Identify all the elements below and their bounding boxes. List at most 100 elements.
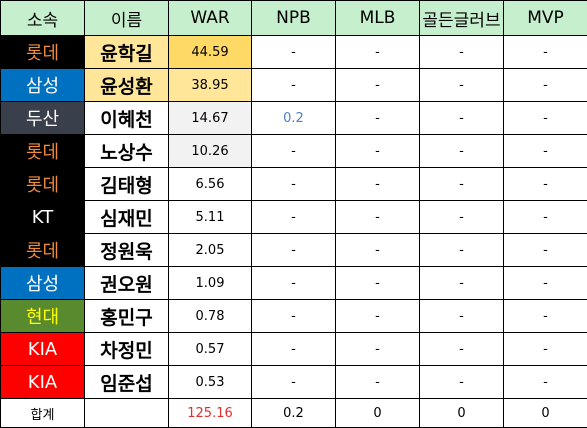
war-cell[interactable]: 0.78 — [169, 300, 252, 333]
war-cell[interactable]: 44.59 — [169, 36, 252, 69]
golden-glove-cell[interactable]: - — [420, 168, 504, 201]
header-mvp[interactable]: MVP — [504, 1, 587, 36]
mlb-cell[interactable]: - — [336, 234, 420, 267]
golden-glove-cell[interactable]: - — [420, 102, 504, 135]
golden-glove-cell[interactable]: - — [420, 69, 504, 102]
team-cell[interactable]: 삼성 — [1, 69, 85, 102]
mlb-cell[interactable]: - — [336, 36, 420, 69]
player-name-cell[interactable]: 권오원 — [85, 267, 169, 300]
mlb-cell[interactable]: - — [336, 366, 420, 399]
total-row: 합계 125.16 0.2 0 0 0 — [1, 399, 587, 428]
mvp-cell[interactable]: - — [504, 300, 587, 333]
mvp-cell[interactable]: - — [504, 201, 587, 234]
header-war[interactable]: WAR — [169, 1, 252, 36]
team-cell[interactable]: KIA — [1, 366, 85, 399]
npb-cell[interactable]: 0.2 — [252, 102, 336, 135]
war-cell[interactable]: 10.26 — [169, 135, 252, 168]
golden-glove-cell[interactable]: - — [420, 234, 504, 267]
header-name[interactable]: 이름 — [85, 1, 169, 36]
mvp-cell[interactable]: - — [504, 135, 587, 168]
player-name-cell[interactable]: 윤성환 — [85, 69, 169, 102]
golden-glove-cell[interactable]: - — [420, 201, 504, 234]
total-label[interactable]: 합계 — [1, 399, 85, 428]
mvp-cell[interactable]: - — [504, 267, 587, 300]
total-mvp[interactable]: 0 — [504, 399, 587, 428]
total-npb[interactable]: 0.2 — [252, 399, 336, 428]
player-name-cell[interactable]: 심재민 — [85, 201, 169, 234]
team-cell[interactable]: 현대 — [1, 300, 85, 333]
player-name-cell[interactable]: 김태형 — [85, 168, 169, 201]
golden-glove-cell[interactable]: - — [420, 135, 504, 168]
mlb-cell[interactable]: - — [336, 267, 420, 300]
team-cell[interactable]: 롯데 — [1, 135, 85, 168]
header-team[interactable]: 소속 — [1, 1, 85, 36]
mlb-cell[interactable]: - — [336, 135, 420, 168]
npb-cell[interactable]: - — [252, 201, 336, 234]
golden-glove-cell[interactable]: - — [420, 300, 504, 333]
team-cell[interactable]: KIA — [1, 333, 85, 366]
war-cell[interactable]: 1.09 — [169, 267, 252, 300]
player-name-cell[interactable]: 윤학길 — [85, 36, 169, 69]
npb-cell[interactable]: - — [252, 69, 336, 102]
mvp-cell[interactable]: - — [504, 366, 587, 399]
mlb-cell[interactable]: - — [336, 300, 420, 333]
mlb-cell[interactable]: - — [336, 102, 420, 135]
mvp-cell[interactable]: - — [504, 102, 587, 135]
npb-cell[interactable]: - — [252, 267, 336, 300]
team-cell[interactable]: 삼성 — [1, 267, 85, 300]
team-cell[interactable]: 롯데 — [1, 234, 85, 267]
header-npb[interactable]: NPB — [252, 1, 336, 36]
war-cell[interactable]: 0.53 — [169, 366, 252, 399]
mlb-cell[interactable]: - — [336, 201, 420, 234]
player-name-cell[interactable]: 이혜천 — [85, 102, 169, 135]
header-row: 소속 이름 WAR NPB MLB 골든글러브 MVP — [1, 1, 587, 36]
mlb-cell[interactable]: - — [336, 168, 420, 201]
npb-cell[interactable]: - — [252, 300, 336, 333]
player-name-cell[interactable]: 홍민구 — [85, 300, 169, 333]
team-cell[interactable]: 롯데 — [1, 36, 85, 69]
npb-cell[interactable]: - — [252, 36, 336, 69]
npb-cell[interactable]: - — [252, 168, 336, 201]
npb-cell[interactable]: - — [252, 135, 336, 168]
player-name-cell[interactable]: 정원욱 — [85, 234, 169, 267]
war-cell[interactable]: 6.56 — [169, 168, 252, 201]
team-cell[interactable]: 두산 — [1, 102, 85, 135]
player-name-cell[interactable]: 임준섭 — [85, 366, 169, 399]
mvp-cell[interactable]: - — [504, 36, 587, 69]
total-name-cell[interactable] — [85, 399, 169, 428]
war-cell[interactable]: 38.95 — [169, 69, 252, 102]
golden-glove-cell[interactable]: - — [420, 267, 504, 300]
team-cell[interactable]: 롯데 — [1, 168, 85, 201]
mvp-cell[interactable]: - — [504, 168, 587, 201]
npb-cell[interactable]: - — [252, 366, 336, 399]
header-mlb[interactable]: MLB — [336, 1, 420, 36]
war-cell[interactable]: 14.67 — [169, 102, 252, 135]
mlb-cell[interactable]: - — [336, 333, 420, 366]
team-cell[interactable]: KT — [1, 201, 85, 234]
player-name-cell[interactable]: 차정민 — [85, 333, 169, 366]
total-golden-glove[interactable]: 0 — [420, 399, 504, 428]
total-mlb[interactable]: 0 — [336, 399, 420, 428]
war-cell[interactable]: 5.11 — [169, 201, 252, 234]
total-war[interactable]: 125.16 — [169, 399, 252, 428]
golden-glove-cell[interactable]: - — [420, 333, 504, 366]
mvp-cell[interactable]: - — [504, 234, 587, 267]
npb-cell[interactable]: - — [252, 333, 336, 366]
header-golden-glove[interactable]: 골든글러브 — [420, 1, 504, 36]
war-cell[interactable]: 2.05 — [169, 234, 252, 267]
golden-glove-cell[interactable]: - — [420, 36, 504, 69]
player-name-cell[interactable]: 노상수 — [85, 135, 169, 168]
mlb-cell[interactable]: - — [336, 69, 420, 102]
golden-glove-cell[interactable]: - — [420, 366, 504, 399]
mvp-cell[interactable]: - — [504, 333, 587, 366]
npb-cell[interactable]: - — [252, 234, 336, 267]
mvp-cell[interactable]: - — [504, 69, 587, 102]
war-cell[interactable]: 0.57 — [169, 333, 252, 366]
